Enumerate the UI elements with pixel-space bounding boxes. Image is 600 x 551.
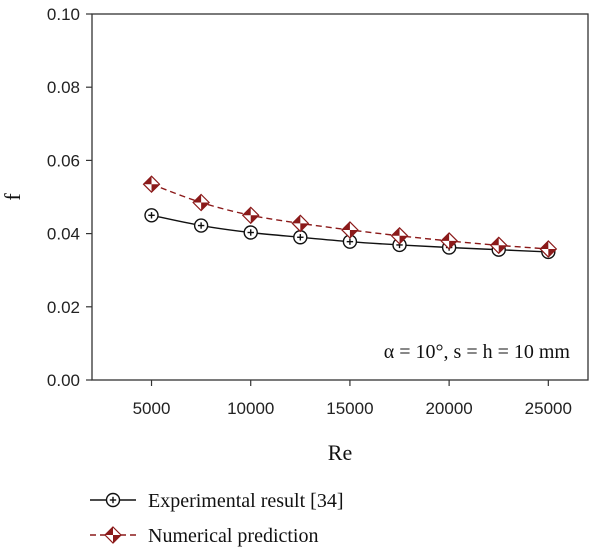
x-axis-ticks: 5000 10000 15000 20000 25000 [133, 380, 572, 418]
condition-annotation: α = 10°, s = h = 10 mm [384, 341, 571, 363]
legend-item-experimental: Experimental result [34] [90, 490, 344, 512]
data-point [293, 230, 308, 245]
legend-symbol-numerical [90, 526, 136, 544]
data-point [144, 208, 159, 223]
data-point [341, 221, 359, 239]
series-0 [144, 208, 556, 260]
data-point [440, 232, 458, 250]
data-point [489, 236, 508, 255]
legend-label-numerical: Numerical prediction [148, 525, 319, 547]
data-point [193, 218, 209, 233]
data-point [142, 175, 161, 194]
data-point [241, 206, 260, 225]
y-axis-title: f [0, 193, 25, 201]
x-tick-label: 20000 [425, 399, 472, 418]
y-tick-label: 0.10 [47, 5, 80, 24]
x-axis-title: Re [328, 440, 352, 465]
series-1 [142, 175, 558, 258]
data-point [192, 193, 210, 212]
data-point [390, 226, 409, 245]
legend: Experimental result [34] Numerical predi… [90, 490, 344, 547]
plot-border [91, 13, 589, 381]
legend-item-numerical: Numerical prediction [90, 525, 319, 547]
legend-symbol-experimental [90, 492, 136, 508]
y-axis-ticks: 0.00 0.02 0.04 0.06 0.08 0.10 [47, 5, 92, 390]
plot-frame [91, 13, 589, 381]
data-point [539, 240, 558, 258]
y-tick-label: 0.04 [47, 225, 80, 244]
x-tick-label: 25000 [525, 399, 572, 418]
data-point [243, 225, 258, 240]
x-tick-label: 5000 [133, 399, 171, 418]
series-layer [142, 175, 558, 260]
data-point [291, 214, 310, 233]
y-tick-label: 0.08 [47, 78, 80, 97]
x-tick-label: 15000 [326, 399, 373, 418]
legend-label-experimental: Experimental result [34] [148, 490, 344, 512]
y-tick-label: 0.06 [47, 151, 80, 170]
x-tick-label: 10000 [227, 399, 274, 418]
y-tick-label: 0.00 [47, 371, 80, 390]
y-tick-label: 0.02 [47, 298, 80, 317]
